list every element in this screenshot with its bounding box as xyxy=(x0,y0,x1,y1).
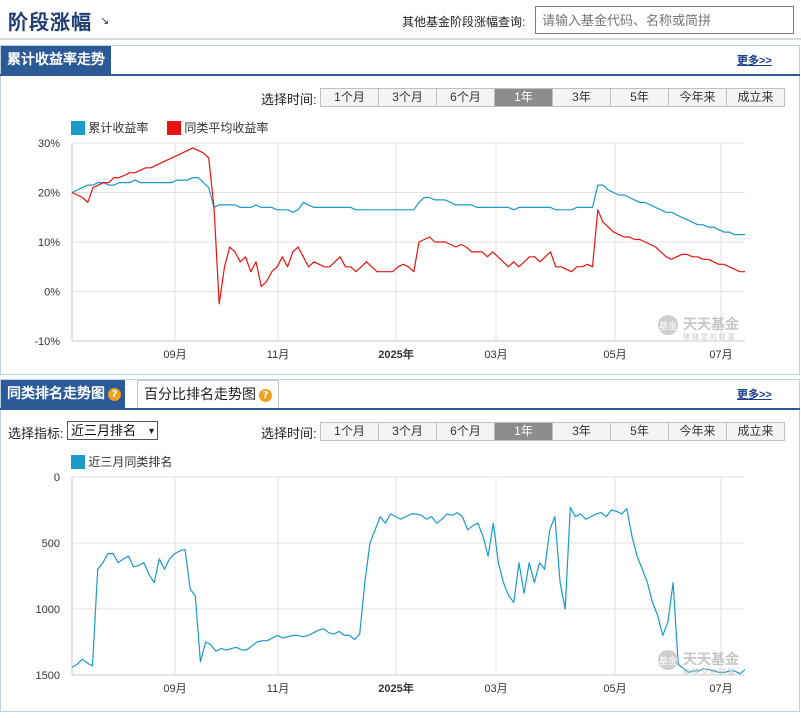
period-3y[interactable]: 3年 xyxy=(553,89,611,106)
rank-chart: 0 500 1000 1500 09月 11月 2025年 03月 05月 07月 基金 天天基金… xyxy=(36,472,746,695)
section-underline xyxy=(0,408,800,410)
x-tick-label: 2025年 xyxy=(378,681,413,695)
watermark-logo: 基金 天天基金 随 随 您 的 财 富 xyxy=(658,650,740,676)
period-1m[interactable]: 1个月 xyxy=(321,89,379,106)
period-1y[interactable]: 1年 xyxy=(495,89,553,106)
x-tick-label: 07月 xyxy=(709,683,732,695)
watermark-badge-text: 基金 xyxy=(659,320,677,331)
time-select-label: 选择时间: xyxy=(261,426,317,441)
legend-label: 同类平均收益率 xyxy=(184,121,269,135)
x-tick-label: 03月 xyxy=(484,349,507,361)
y-tick-label: 0% xyxy=(44,287,60,299)
chevron-down-icon: ▾ xyxy=(148,426,154,437)
cumulative-return-chart: 30% 20% 10% 0% -10% 09月 11月 2025年 03月 05月 07月 基金 天… xyxy=(34,138,745,361)
header-divider xyxy=(0,38,801,40)
series-line-1 xyxy=(71,147,745,305)
y-tick-label: 10% xyxy=(38,237,60,249)
x-tick-label: 2025年 xyxy=(378,347,413,361)
section-underline xyxy=(0,74,800,76)
watermark-badge-text: 基金 xyxy=(659,655,677,666)
y-tick-label: 0 xyxy=(54,472,60,484)
help-icon[interactable]: ? xyxy=(108,387,121,401)
legend-swatch-red xyxy=(167,120,181,135)
period-selector-rank: 1个月 3个月 6个月 1年 3年 5年 今年来 成立来 xyxy=(320,422,785,441)
watermark-brand: 天天基金 xyxy=(683,316,740,332)
legend-label: 近三月同类排名 xyxy=(88,455,173,469)
more-link-rank[interactable]: 更多>> xyxy=(737,389,772,401)
legend-item-rank[interactable]: 近三月同类排名 xyxy=(71,453,172,470)
rank-panel xyxy=(0,379,800,712)
help-icon[interactable]: ? xyxy=(259,388,272,402)
indicator-select[interactable]: 近三月排名 ▾ xyxy=(67,421,158,440)
time-select-label: 选择时间: xyxy=(261,92,317,107)
fund-query-label: 其他基金阶段涨幅查询: xyxy=(402,15,526,29)
y-tick-label: -10% xyxy=(34,336,60,348)
period-ytd[interactable]: 今年来 xyxy=(669,423,727,440)
x-tick-label: 07月 xyxy=(709,349,732,361)
period-3y[interactable]: 3年 xyxy=(553,423,611,440)
y-tick-label: 1500 xyxy=(36,670,60,682)
legend-item-cumulative[interactable]: 累计收益率 xyxy=(71,119,148,136)
period-since-inception[interactable]: 成立来 xyxy=(727,89,784,106)
period-6m[interactable]: 6个月 xyxy=(437,89,495,106)
indicator-label: 选择指标: xyxy=(8,426,64,441)
legend-swatch-blue xyxy=(71,120,85,135)
x-tick-label: 11月 xyxy=(267,349,289,361)
legend-label: 累计收益率 xyxy=(88,121,149,135)
legend-swatch-blue xyxy=(71,454,85,469)
watermark-badge xyxy=(658,315,678,335)
period-1y[interactable]: 1年 xyxy=(495,423,553,440)
series-line-0 xyxy=(71,176,745,236)
watermark-brand: 天天基金 xyxy=(683,651,740,667)
watermark-logo: 基金 天天基金 随 随 您 的 财 富 xyxy=(658,315,740,341)
percent-rank-tab[interactable]: 百分比排名走势图? xyxy=(137,380,279,408)
y-tick-label: 500 xyxy=(42,538,60,550)
indicator-select-value: 近三月排名 xyxy=(71,423,137,438)
x-tick-label: 09月 xyxy=(163,349,186,361)
period-1m[interactable]: 1个月 xyxy=(321,423,379,440)
x-tick-label: 09月 xyxy=(163,683,186,695)
cumulative-return-tab[interactable]: 累计收益率走势 xyxy=(1,46,111,74)
period-3m[interactable]: 3个月 xyxy=(379,423,437,440)
x-tick-label: 05月 xyxy=(603,683,626,695)
fund-search-input[interactable] xyxy=(535,6,794,34)
y-tick-label: 1000 xyxy=(36,604,60,616)
series-line-0 xyxy=(71,506,746,675)
x-tick-label: 03月 xyxy=(484,683,507,695)
legend-item-peer-average[interactable]: 同类平均收益率 xyxy=(167,119,268,136)
period-ytd[interactable]: 今年来 xyxy=(669,89,727,106)
period-5y[interactable]: 5年 xyxy=(611,89,669,106)
period-5y[interactable]: 5年 xyxy=(611,423,669,440)
y-tick-label: 20% xyxy=(38,188,60,200)
expand-arrow-icon[interactable]: ↘ xyxy=(100,15,110,27)
rank-trend-tab[interactable]: 同类排名走势图? xyxy=(1,380,125,408)
page-title: 阶段涨幅 xyxy=(8,10,92,34)
y-tick-label: 30% xyxy=(38,138,60,150)
percent-rank-tab-label: 百分比排名走势图 xyxy=(144,387,256,403)
rank-trend-tab-label: 同类排名走势图 xyxy=(7,386,105,402)
period-since-inception[interactable]: 成立来 xyxy=(727,423,784,440)
period-6m[interactable]: 6个月 xyxy=(437,423,495,440)
watermark-sub: 随 随 您 的 财 富 xyxy=(683,667,735,676)
watermark-sub: 随 随 您 的 财 富 xyxy=(683,332,735,341)
period-selector-cumulative: 1个月 3个月 6个月 1年 3年 5年 今年来 成立来 xyxy=(320,88,785,107)
watermark-badge xyxy=(658,650,678,670)
x-tick-label: 11月 xyxy=(267,683,289,695)
x-tick-label: 05月 xyxy=(603,349,626,361)
cumulative-return-panel xyxy=(0,45,800,375)
more-link-cumulative[interactable]: 更多>> xyxy=(737,55,772,67)
period-3m[interactable]: 3个月 xyxy=(379,89,437,106)
